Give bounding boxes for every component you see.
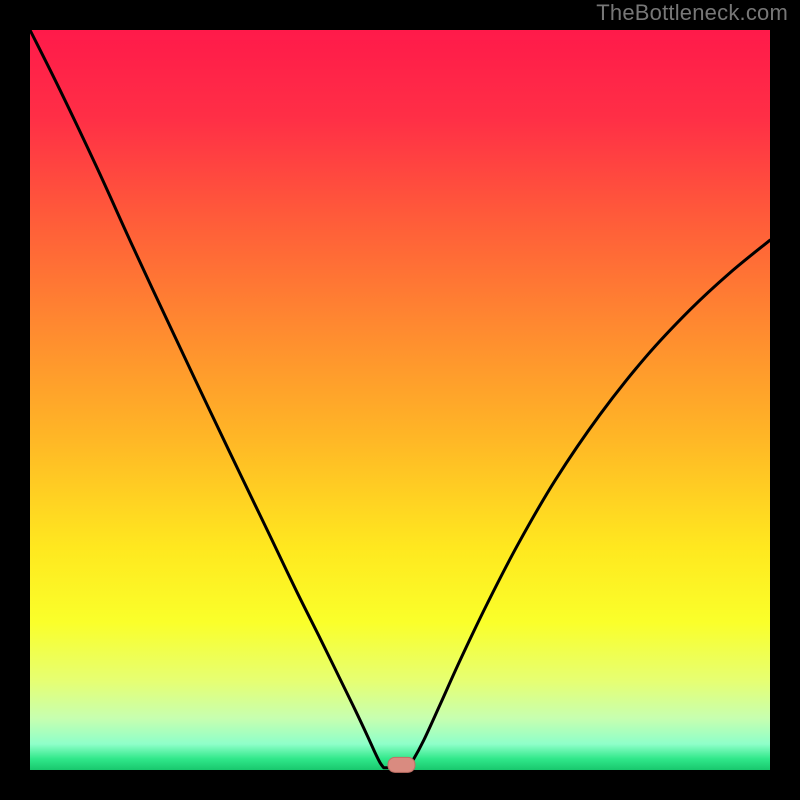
- chart-container: TheBottleneck.com: [0, 0, 800, 800]
- chart-svg: [0, 0, 800, 800]
- optimum-marker: [388, 757, 415, 772]
- watermark-text: TheBottleneck.com: [596, 0, 788, 26]
- plot-background: [30, 30, 770, 770]
